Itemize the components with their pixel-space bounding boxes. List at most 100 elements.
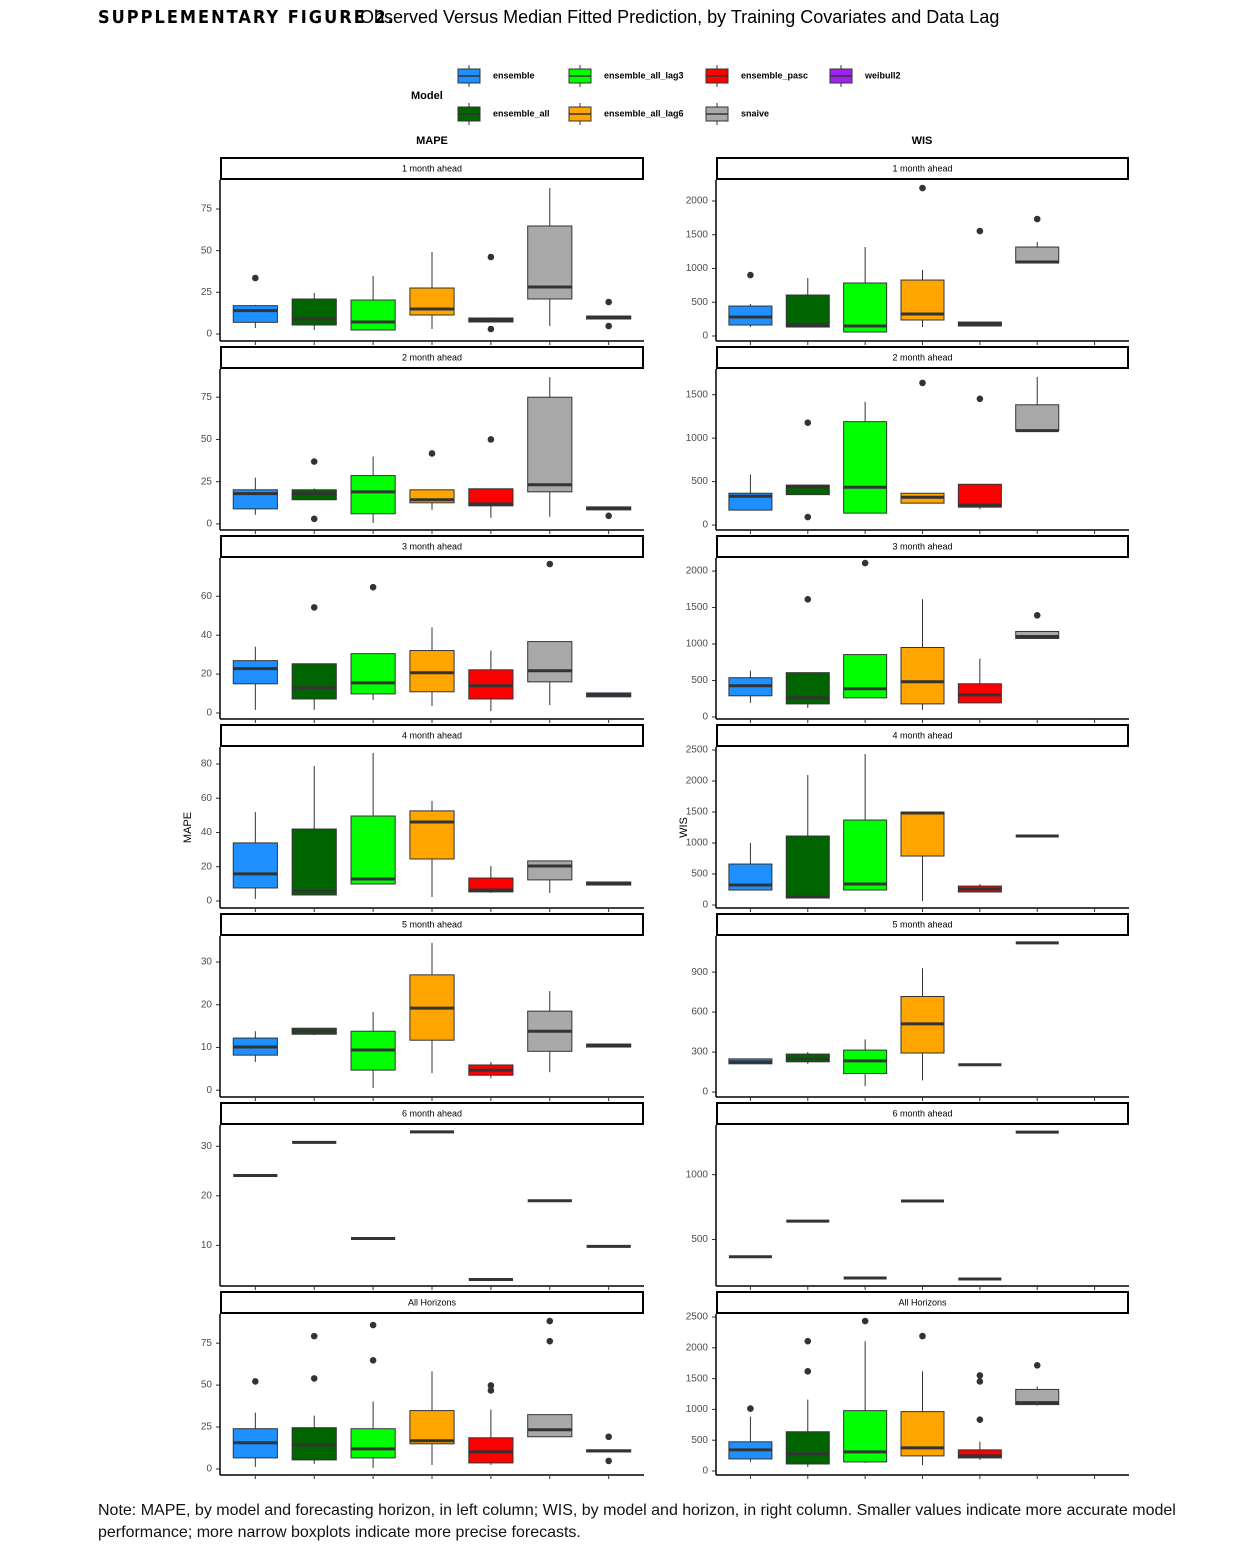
y-tick-label: 0 [206, 1085, 212, 1096]
outlier [605, 512, 612, 520]
outlier [310, 1332, 318, 1340]
strip-label: 3 month ahead [402, 541, 462, 551]
box [843, 819, 888, 891]
outlier [1033, 1362, 1041, 1369]
y-tick-label: 500 [691, 476, 708, 487]
y-tick-label: 0 [206, 1464, 212, 1475]
box [350, 299, 396, 331]
box [843, 421, 888, 514]
box [785, 484, 830, 496]
y-tick-label: 50 [201, 1380, 213, 1391]
box [350, 1428, 396, 1459]
y-tick-label: 0 [206, 708, 212, 719]
y-tick-label: 20 [201, 861, 213, 872]
box [527, 1414, 573, 1438]
figure-title: Observed Versus Median Fitted Prediction… [360, 7, 999, 27]
box [957, 483, 1002, 508]
box [232, 842, 278, 889]
y-tick-label: 80 [201, 759, 213, 770]
y-tick-label: 2000 [686, 776, 709, 787]
outlier [804, 595, 812, 603]
box [527, 641, 573, 683]
y-tick-label: 1000 [686, 263, 709, 274]
outlier [369, 1356, 377, 1364]
outlier [369, 583, 377, 591]
outlier [487, 1382, 495, 1389]
strip-label: 3 month ahead [892, 541, 952, 551]
y-tick-label: 1000 [686, 1404, 709, 1415]
y-tick-label: 2500 [686, 1312, 709, 1323]
outlier [804, 513, 812, 521]
outlier [487, 1387, 495, 1394]
strip [716, 913, 1129, 936]
column-title: WIS [912, 135, 933, 147]
legend-label: ensemble_all_lag6 [604, 108, 684, 118]
y-tick-label: 75 [201, 1338, 213, 1349]
y-tick-label: 25 [201, 476, 213, 487]
y-tick-label: 50 [201, 434, 213, 445]
legend-label: ensemble_all [493, 108, 550, 118]
strip-label: 2 month ahead [892, 352, 952, 362]
outlier [546, 1317, 554, 1325]
figure-label: SUPPLEMENTARY FIGURE 2. [98, 7, 396, 28]
y-tick-label: 50 [201, 245, 213, 256]
outlier [487, 253, 495, 261]
y-tick-label: 1000 [686, 1169, 709, 1180]
y-tick-label: 40 [201, 630, 213, 641]
strip-label: 6 month ahead [402, 1108, 462, 1118]
outlier [976, 1372, 984, 1379]
strip-label: 1 month ahead [892, 163, 952, 173]
y-tick-label: 300 [691, 1047, 708, 1058]
outlier [310, 1375, 318, 1382]
y-tick-label: 2500 [686, 745, 709, 756]
strip [220, 157, 644, 180]
box [409, 1410, 455, 1445]
box [468, 877, 514, 893]
y-tick-label: 60 [201, 591, 213, 602]
box [1015, 630, 1060, 639]
outlier [605, 298, 612, 306]
outlier [747, 1405, 754, 1412]
box [527, 396, 573, 493]
box [1015, 1388, 1060, 1406]
outlier [369, 1321, 377, 1329]
strip-label: 5 month ahead [402, 919, 462, 929]
strip [220, 1102, 644, 1125]
y-axis-label: WIS [678, 817, 690, 838]
box [843, 654, 888, 699]
outlier [804, 1368, 812, 1375]
box [468, 488, 514, 507]
y-tick-label: 500 [691, 1234, 708, 1245]
y-tick-label: 900 [691, 967, 708, 978]
legend-label: ensemble_pasc [741, 70, 808, 80]
outlier [605, 1457, 612, 1465]
outlier [546, 560, 554, 568]
strip [716, 157, 1129, 180]
strip-label: All Horizons [408, 1297, 457, 1307]
y-tick-label: 0 [702, 1087, 708, 1098]
outlier [310, 604, 318, 611]
box [900, 647, 945, 705]
y-tick-label: 2000 [686, 196, 709, 207]
box [350, 653, 396, 695]
outlier [487, 436, 495, 443]
outlier [310, 458, 318, 465]
outlier [310, 515, 318, 523]
legend-label: weibull2 [864, 70, 901, 80]
y-tick-label: 1500 [686, 602, 709, 613]
box [232, 660, 278, 685]
y-tick-label: 1000 [686, 639, 709, 650]
y-tick-label: 0 [702, 1466, 708, 1477]
y-tick-label: 0 [702, 712, 708, 723]
y-tick-label: 20 [201, 999, 213, 1010]
y-tick-label: 1500 [686, 229, 709, 240]
strip [220, 724, 644, 747]
y-tick-label: 500 [691, 297, 708, 308]
box [843, 282, 888, 333]
box [350, 815, 396, 885]
box [900, 811, 945, 857]
y-tick-label: 10 [201, 1042, 213, 1053]
y-tick-label: 75 [201, 392, 213, 403]
outlier [804, 1337, 812, 1345]
